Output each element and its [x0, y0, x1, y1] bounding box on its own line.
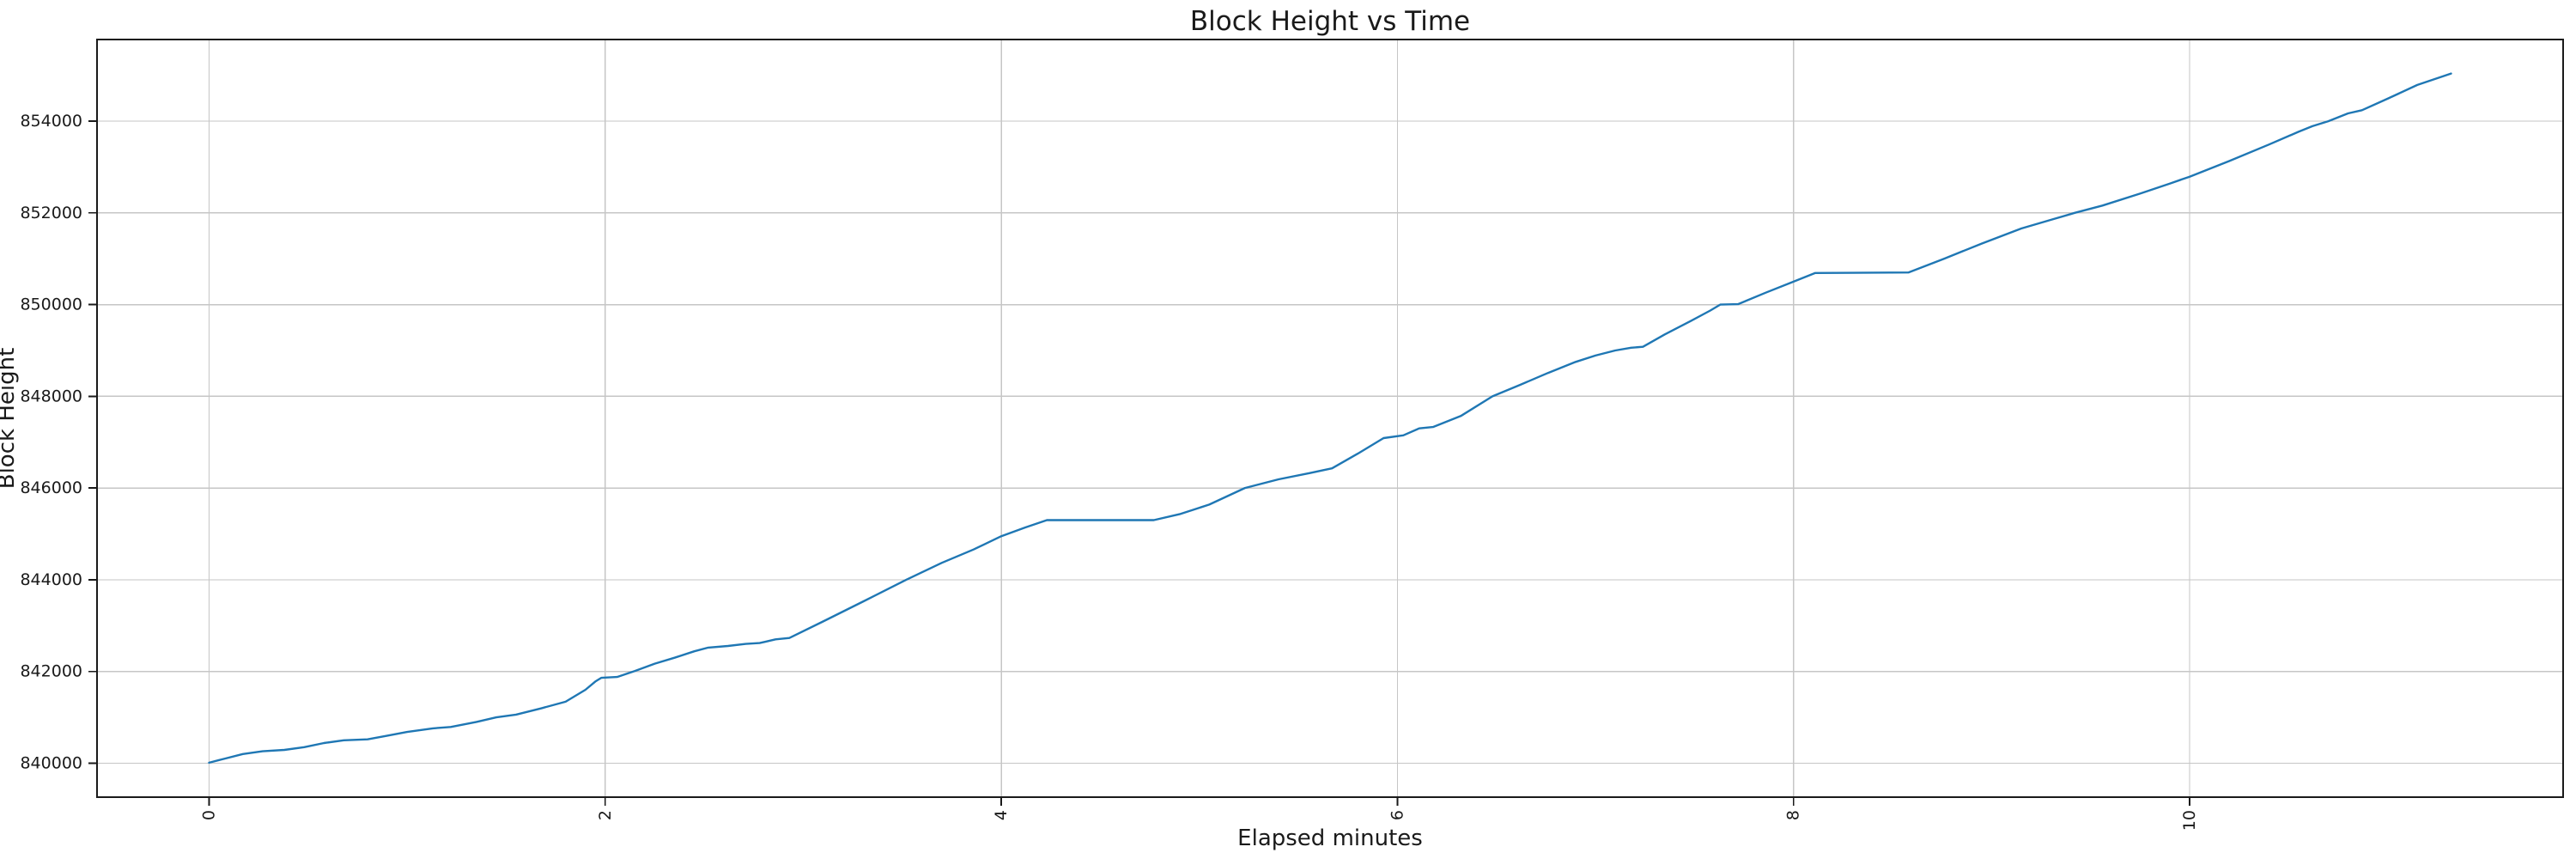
- y-tick-label: 844000: [20, 570, 82, 589]
- x-tick-label: 0: [200, 810, 219, 820]
- series-block-height: [208, 72, 2452, 765]
- x-tick-label: 8: [1784, 810, 1803, 820]
- axes-spine: [96, 39, 2564, 798]
- x-tick-label: 2: [596, 810, 615, 820]
- x-tick-label: 6: [1388, 810, 1406, 820]
- line-series: [208, 72, 2452, 765]
- chart-title: Block Height vs Time: [1190, 6, 1470, 37]
- x-tick-label: 10: [2180, 810, 2199, 831]
- y-tick-label: 842000: [20, 662, 82, 681]
- x-tick-label: 4: [992, 810, 1011, 820]
- x-tick-labels: 0 2 4 6 8 10: [200, 810, 2199, 831]
- y-tick-label: 848000: [20, 387, 82, 405]
- y-tick-label: 846000: [20, 478, 82, 497]
- x-axis-label: Elapsed minutes: [1237, 825, 1423, 851]
- y-tick-label: 852000: [20, 204, 82, 222]
- plot-border: [96, 39, 2564, 798]
- tick-marks: [88, 120, 2190, 806]
- y-axis-label: Block Height: [0, 348, 20, 490]
- y-tick-labels: 840000 842000 844000 846000 848000 850000 8520…: [20, 112, 82, 772]
- gridlines: [97, 40, 2563, 797]
- y-tick-label: 840000: [20, 753, 82, 772]
- y-tick-label: 850000: [20, 295, 82, 314]
- y-tick-label: 854000: [20, 112, 82, 131]
